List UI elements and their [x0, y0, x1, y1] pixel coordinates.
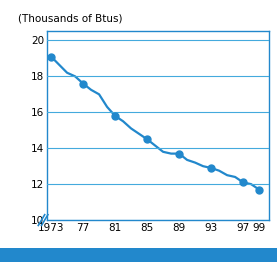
Text: (Thousands of Btus): (Thousands of Btus) — [18, 14, 123, 24]
